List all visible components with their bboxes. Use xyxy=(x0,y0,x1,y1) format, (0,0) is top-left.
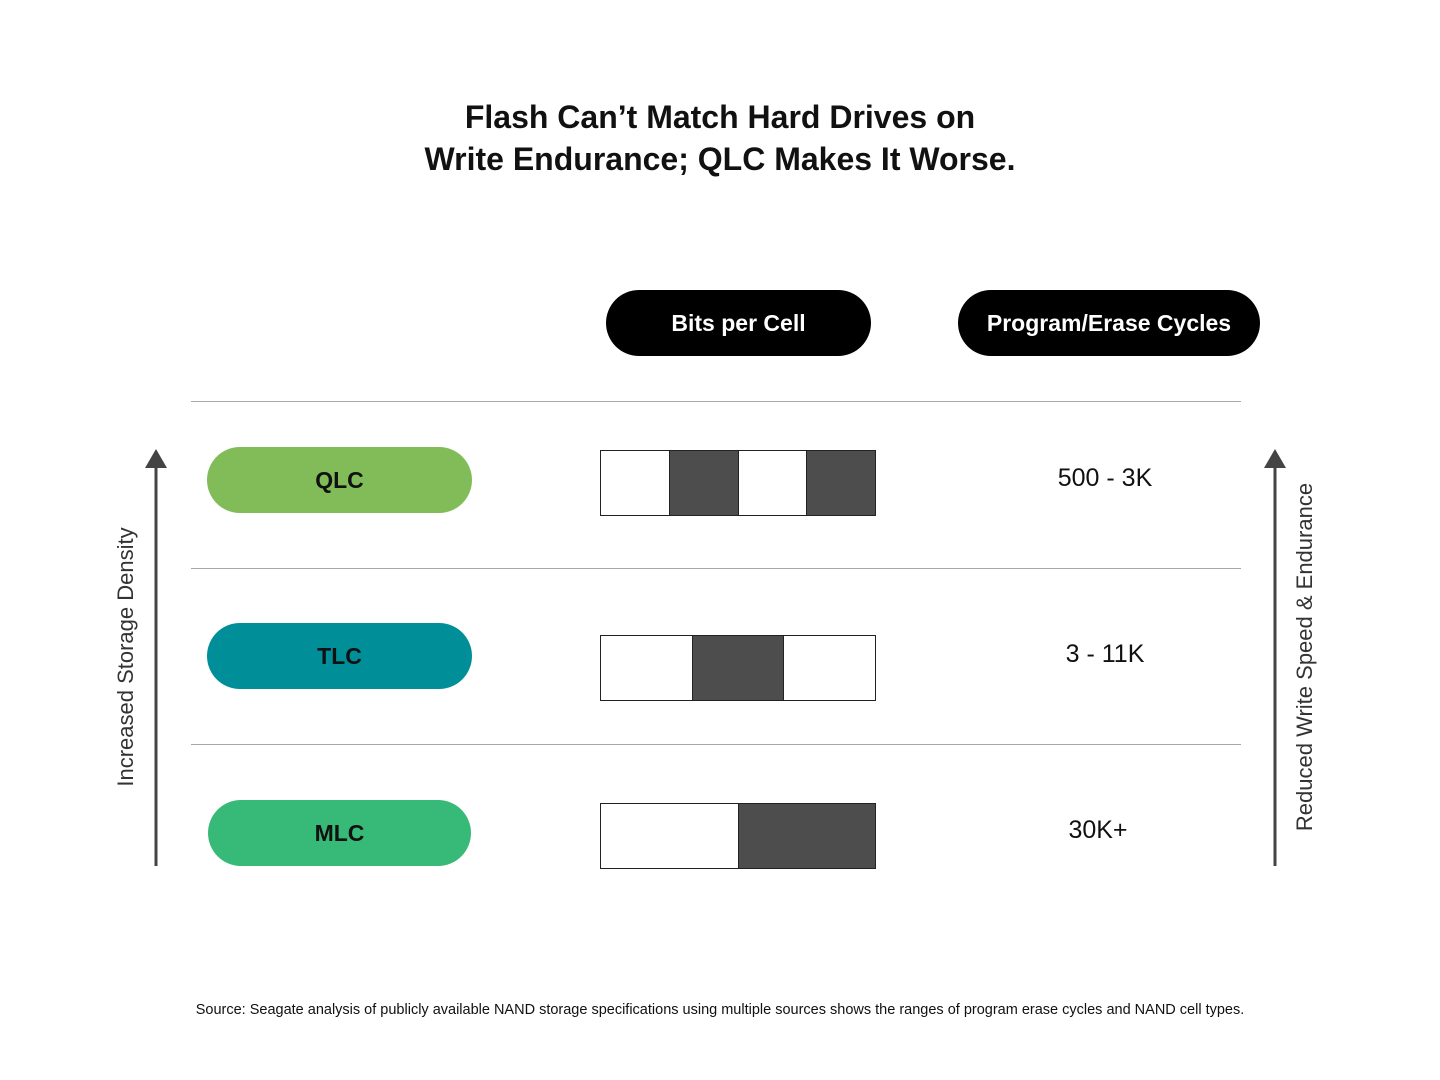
type-pill-qlc: QLC xyxy=(207,447,472,513)
bit-segment-qlc-4 xyxy=(806,451,875,515)
pe-cycles-tlc: 3 - 11K xyxy=(1065,640,1145,668)
type-pill-mlc: MLC xyxy=(208,800,471,866)
header-pe-cycles: Program/Erase Cycles xyxy=(958,290,1260,356)
bit-segment-mlc-2 xyxy=(737,804,875,868)
pe-cycles-qlc: 500 - 3K xyxy=(1057,464,1153,492)
bit-segment-qlc-2 xyxy=(668,451,738,515)
left-arrow-icon xyxy=(145,449,167,866)
divider-top xyxy=(191,401,1241,402)
title-line-1: Flash Can’t Match Hard Drives on xyxy=(464,99,976,135)
right-arrow-icon xyxy=(1264,449,1286,866)
bits-cell-qlc xyxy=(600,450,876,516)
bits-cell-mlc xyxy=(600,803,876,869)
page-title: Flash Can’t Match Hard Drives on Write E… xyxy=(0,96,1440,180)
bit-segment-qlc-3 xyxy=(737,451,807,515)
bits-cell-tlc xyxy=(600,635,876,701)
pe-cycles-mlc: 30K+ xyxy=(1068,816,1128,844)
right-axis-label: Reduced Write Speed & Endurance xyxy=(1292,482,1317,832)
left-axis-label: Increased Storage Density xyxy=(113,527,138,787)
divider-middle-2 xyxy=(191,744,1241,745)
bit-segment-tlc-3 xyxy=(783,636,875,700)
header-bits-per-cell: Bits per Cell xyxy=(606,290,871,356)
source-note: Source: Seagate analysis of publicly ava… xyxy=(195,1002,1245,1018)
title-line-2: Write Endurance; QLC Makes It Worse. xyxy=(424,141,1016,177)
divider-middle-1 xyxy=(191,568,1241,569)
type-pill-tlc: TLC xyxy=(207,623,472,689)
bit-segment-tlc-2 xyxy=(691,636,784,700)
